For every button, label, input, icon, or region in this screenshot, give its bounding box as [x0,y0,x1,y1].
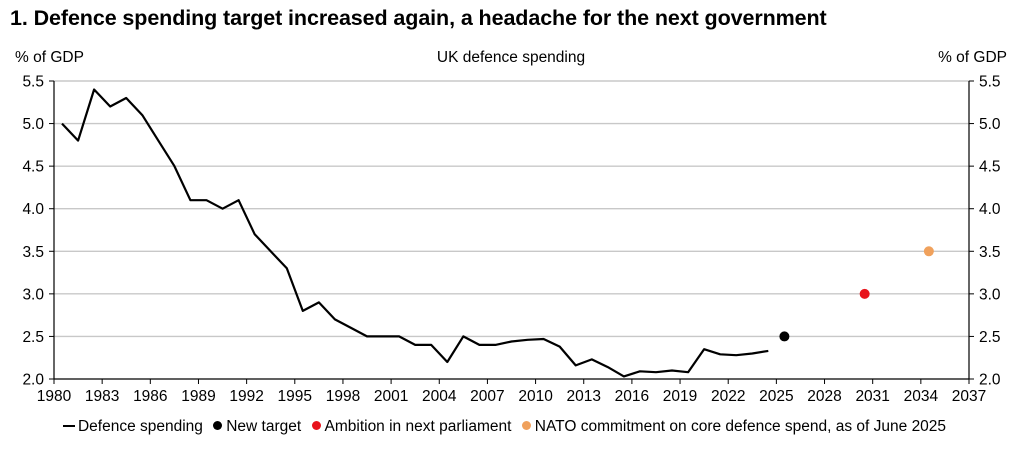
x-tick-label: 1998 [326,388,360,405]
x-tick-label: 1980 [37,388,72,405]
x-tick-label: 1992 [229,388,263,405]
y-tick-label-right: 2.0 [979,372,1001,389]
x-tick-label: 2037 [952,388,986,405]
y-tick-label-right: 3.5 [979,244,1001,261]
legend-label: New target [226,418,302,435]
x-tick-label: 2019 [663,388,697,405]
x-tick-label: 2010 [518,388,553,405]
y-tick-label-right: 2.5 [979,329,1001,346]
legend-label: Defence spending [77,418,203,435]
y-tick-label-left: 4.0 [22,201,44,218]
data-point-nato [923,246,934,257]
x-tick-label: 2022 [711,388,745,405]
y-tick-label-right: 3.0 [979,286,1001,303]
x-tick-label: 2004 [422,388,457,405]
x-tick-label: 2031 [855,388,889,405]
x-tick-label: 2016 [615,388,649,405]
x-tick-label: 1986 [133,388,167,405]
y-tick-label-left: 4.5 [22,159,44,176]
line-chart: 2.0 2.0 2.5 2.5 3.0 3.0 3.5 3.5 4.0 4.0 4.5 4.5 5.0 5… [15,49,1007,406]
x-tick-label: 1995 [278,388,312,405]
y-axis-label-right: % of GDP [938,49,1007,66]
y-tick-label-left: 2.0 [22,372,44,389]
y-tick-label-left: 5.0 [22,116,44,133]
x-tick-label: 2025 [759,388,793,405]
legend-dot-swatch [521,421,531,431]
y-tick-label-right: 4.0 [979,201,1001,218]
legend-line-swatch [62,424,75,427]
axes: 2.0 2.0 2.5 2.5 3.0 3.0 3.5 3.5 4.0 4.0 4.5 4.5 5.0 5… [22,74,1000,406]
data-point-ambition [859,288,870,299]
x-tick-label: 2013 [566,388,600,405]
legend-dot-swatch [311,421,321,431]
legend-label: Ambition in next parliament [324,418,512,435]
x-tick-label: 2001 [374,388,408,405]
y-tick-label-left: 2.5 [22,329,44,346]
gridlines [54,80,969,338]
legend-dot-swatch [213,421,223,431]
legend-item-nato-commitment: NATO commitment on core defence spend, a… [521,418,947,436]
figure-title: 1. Defence spending target increased aga… [10,6,827,30]
chart-title: UK defence spending [437,49,585,66]
y-tick-label-right: 4.5 [979,159,1001,176]
legend-item-ambition: Ambition in next parliament [311,418,512,436]
x-tick-label: 2007 [470,388,504,405]
y-tick-label-right: 5.5 [979,74,1001,91]
x-tick-label: 2034 [904,388,939,405]
x-tick-label: 1989 [181,388,215,405]
y-tick-label-right: 5.0 [979,116,1001,133]
y-tick-label-left: 5.5 [22,74,44,91]
legend: Defence spending New target Ambition in … [0,418,1009,436]
y-tick-label-left: 3.0 [22,286,44,303]
x-tick-label: 2028 [807,388,841,405]
series-line-defence-spending [61,88,769,378]
y-axis-label-left: % of GDP [15,49,84,66]
y-tick-label-left: 3.5 [22,244,44,261]
legend-label: NATO commitment on core defence spend, a… [534,418,947,435]
x-tick-label: 1983 [85,388,119,405]
data-point-new [779,331,790,342]
legend-item-new-target: New target [213,418,301,436]
series-layer [61,88,934,378]
legend-item-defence-spending: Defence spending [62,418,203,436]
